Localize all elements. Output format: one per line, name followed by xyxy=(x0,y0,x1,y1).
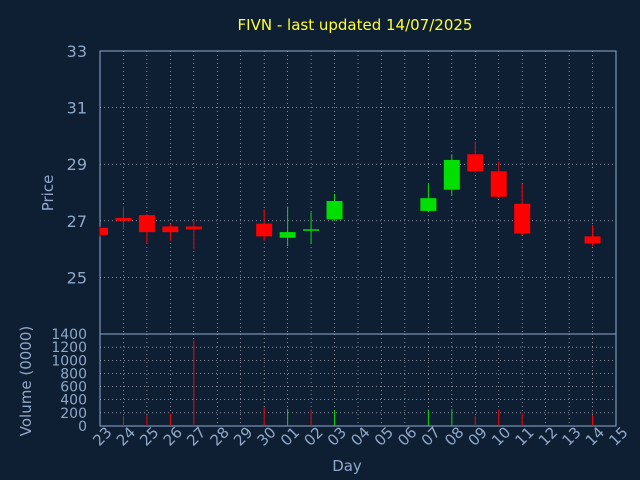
price-panel: 25 27 29 31 33 xyxy=(67,42,617,335)
candle-body xyxy=(467,154,484,172)
price-tick-label: 31 xyxy=(67,99,87,118)
day-ticks: 2324252627282930010203040506070809101112… xyxy=(89,423,631,449)
candle-body xyxy=(514,203,531,234)
candle-body xyxy=(279,232,296,238)
candle-body xyxy=(420,198,437,211)
candle-body xyxy=(584,236,601,244)
volume-tick-label: 400 xyxy=(60,393,87,409)
day-axis-label: Day xyxy=(332,457,362,475)
candle-body xyxy=(256,223,273,237)
volume-tick-label: 0 xyxy=(78,419,87,435)
volume-tick-label: 600 xyxy=(60,380,87,396)
price-tick-label: 25 xyxy=(67,268,87,287)
volume-axis-label: Volume (0000) xyxy=(17,326,35,436)
price-tick-label: 27 xyxy=(67,212,87,231)
price-tick-label: 29 xyxy=(67,155,87,174)
chart-title: FIVN - last updated 14/07/2025 xyxy=(238,16,473,34)
candle-body xyxy=(185,226,202,230)
candle-body xyxy=(115,217,132,221)
price-tick-label: 33 xyxy=(67,42,87,61)
candle-body xyxy=(490,171,507,197)
candle-body xyxy=(162,226,179,233)
candle-body xyxy=(326,200,343,220)
volume-tick-label: 1200 xyxy=(51,340,87,356)
candle-body xyxy=(100,227,108,235)
candle-body xyxy=(303,229,320,231)
volume-tick-label: 200 xyxy=(60,406,87,422)
volume-tick-label: 1000 xyxy=(51,353,87,369)
price-axis-label: Price xyxy=(39,175,57,212)
candle-body xyxy=(138,215,155,233)
volume-frame xyxy=(99,333,617,427)
volume-tick-label: 1400 xyxy=(51,327,87,343)
candle-body xyxy=(443,159,460,190)
volume-tick-label: 800 xyxy=(60,366,87,382)
